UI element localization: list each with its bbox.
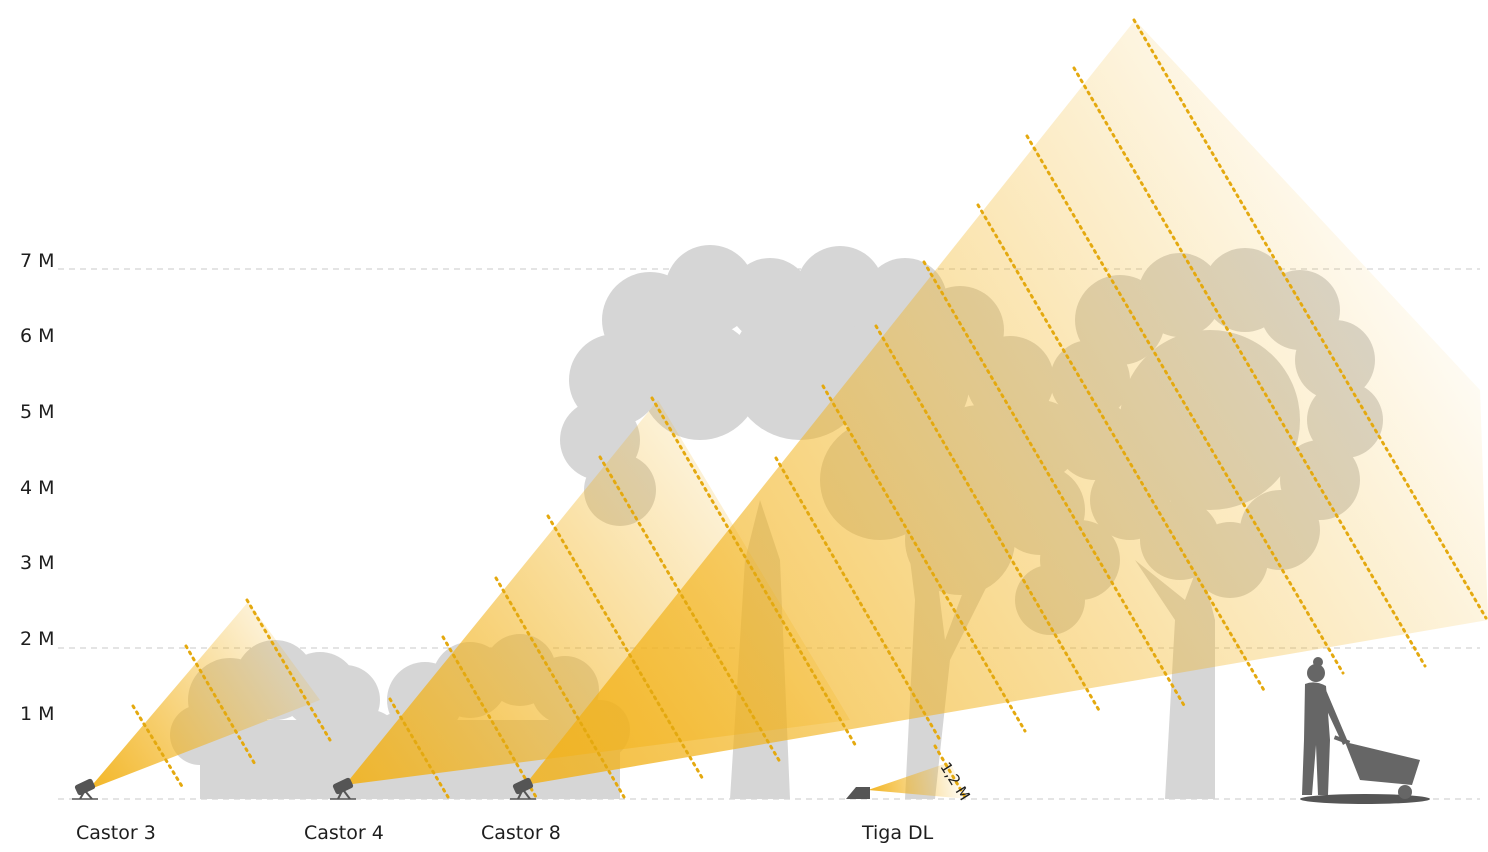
fixture-castor-8-icon (510, 777, 536, 800)
fixture-label-castor-4: Castor 4 (304, 822, 384, 844)
fixture-label-tiga-dl: Tiga DL (862, 822, 934, 844)
fixture-label-castor-3: Castor 3 (76, 822, 156, 844)
fixture-tiga-dl-icon (846, 787, 870, 799)
y-axis-label-7m: 7 M (20, 250, 55, 272)
person-wheelbarrow-icon (1300, 657, 1430, 804)
beam-tiga-dl (868, 762, 968, 799)
fixture-castor-3-icon (72, 778, 98, 800)
y-axis-label-2m: 2 M (20, 628, 55, 650)
fixture-label-castor-8: Castor 8 (481, 822, 561, 844)
y-axis-label-5m: 5 M (20, 401, 55, 423)
y-axis-label-4m: 4 M (20, 477, 55, 499)
y-axis-label-1m: 1 M (20, 703, 55, 725)
beam-castor-3 (88, 602, 320, 790)
fixture-castor-4-icon (330, 777, 356, 800)
y-axis-label-6m: 6 M (20, 325, 55, 347)
y-axis-label-3m: 3 M (20, 552, 55, 574)
beam-dotted-lines (131, 18, 1488, 799)
